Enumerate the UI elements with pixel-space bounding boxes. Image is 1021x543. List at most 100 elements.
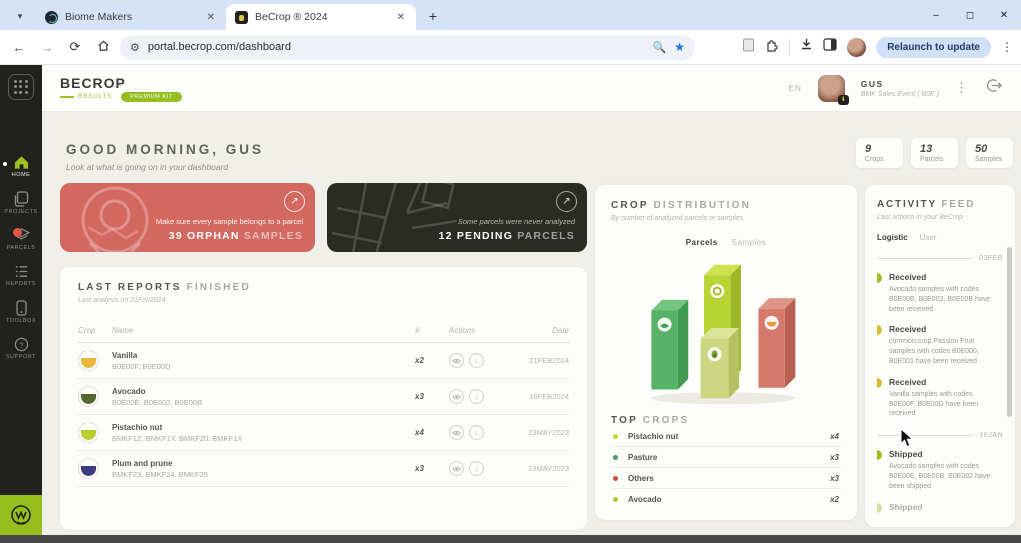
- pending-parcels-banner[interactable]: ↗ Some parcels were never analyzed 12 PE…: [327, 183, 587, 252]
- close-tab-icon[interactable]: ✕: [396, 11, 405, 23]
- minimize-button[interactable]: –: [933, 9, 939, 21]
- table-row[interactable]: Pistachio nut BMKF1Z, BMKF1Y, BMKF20, BMK…: [78, 415, 569, 451]
- activity-entry-partial[interactable]: Shipped: [877, 502, 1003, 513]
- reports-icon: [14, 264, 29, 279]
- sidebar-item-parcels[interactable]: PARCELS: [0, 225, 42, 254]
- crop-name: Pistachio nut: [628, 431, 679, 441]
- address-bar[interactable]: ⚙ portal.becrop.com/dashboard 🔍 ★: [120, 34, 695, 60]
- extensions-icon[interactable]: [765, 38, 779, 57]
- toolbar-right: Relaunch to update ⋮: [742, 36, 1013, 58]
- maximize-button[interactable]: ◻: [965, 9, 975, 21]
- top-crop-row[interactable]: Pasture x3: [611, 447, 841, 468]
- sidebar-item-label: PARCELS: [6, 245, 36, 251]
- open-arrow-icon[interactable]: ↗: [556, 191, 577, 212]
- download-report-button[interactable]: ↓: [469, 389, 484, 404]
- url-text[interactable]: portal.becrop.com/dashboard: [147, 41, 291, 53]
- top-crop-row[interactable]: Avocado x2: [611, 489, 841, 509]
- browser-tab-biome-makers[interactable]: Biome Makers ✕: [36, 4, 226, 30]
- report-date: 23MAY2023: [528, 428, 569, 437]
- browser-profile-avatar[interactable]: [847, 37, 867, 57]
- activity-entry[interactable]: Received Avocado samples with codes B0E00…: [877, 272, 1003, 314]
- tab-samples[interactable]: Samples: [731, 238, 767, 247]
- page-title: GOOD MORNING, GUS: [66, 142, 265, 157]
- top-crop-row[interactable]: Others x3: [611, 468, 841, 489]
- account-menu-kebab-icon[interactable]: ⋮: [955, 80, 968, 95]
- bookmark-star-icon[interactable]: ★: [674, 40, 685, 54]
- tab-parcels[interactable]: Parcels: [685, 238, 718, 247]
- report-codes: B0E00E, B0E002, B0E00B: [112, 397, 203, 407]
- browser-menu-kebab-icon[interactable]: ⋮: [1001, 40, 1013, 54]
- user-avatar[interactable]: [817, 74, 849, 105]
- stat-samples[interactable]: 50 Samples: [966, 138, 1013, 168]
- download-report-button[interactable]: ↓: [469, 353, 484, 368]
- download-report-button[interactable]: ↓: [469, 425, 484, 440]
- sidebar-item-label: PROJECTS: [4, 209, 38, 215]
- download-report-button[interactable]: ↓: [469, 461, 484, 476]
- entry-text: common:crop.Passion Fruit samples with c…: [889, 338, 979, 365]
- becrop-logo[interactable]: BECROP RESULTS PREMIUM KIT: [60, 75, 182, 102]
- view-report-button[interactable]: [449, 425, 464, 440]
- sidebar-item-projects[interactable]: PROJECTS: [0, 188, 42, 218]
- stat-parcels[interactable]: 13 Parcels: [911, 138, 958, 168]
- activity-entry[interactable]: Shipped Avocado samples with codes B0E00E…: [877, 449, 1003, 491]
- language-selector[interactable]: EN: [788, 83, 802, 93]
- stat-value: 13: [920, 143, 933, 155]
- view-report-button[interactable]: [449, 461, 464, 476]
- close-tab-icon[interactable]: ✕: [206, 11, 215, 23]
- entry-action: Received: [889, 272, 927, 282]
- crop-count: x4: [830, 431, 839, 441]
- section-subtitle: Last analysis on 21Feb2024: [78, 297, 166, 304]
- relaunch-to-update-button[interactable]: Relaunch to update: [876, 36, 991, 58]
- activity-entry[interactable]: Received common:crop.Passion Fruit sample…: [877, 324, 1003, 366]
- logo-dash: [60, 95, 74, 98]
- section-subtitle: Last actions in your BeCrop: [877, 214, 963, 221]
- forward-icon[interactable]: →: [40, 39, 54, 55]
- browser-toolbar: ← → ⟳ ⚙ portal.becrop.com/dashboard 🔍 ★ …: [0, 30, 1021, 65]
- sidebar-item-reports[interactable]: REPORTS: [0, 261, 42, 290]
- leaf-marker-icon: [877, 273, 882, 283]
- report-codes: B0E00F, B0E00D: [112, 361, 171, 371]
- sidebar-item-support[interactable]: ? SUPPORT: [0, 334, 42, 363]
- top-crop-row[interactable]: Pistachio nut x4: [611, 426, 841, 447]
- back-icon[interactable]: ←: [12, 39, 26, 55]
- sidebar-item-home[interactable]: HOME: [0, 152, 42, 181]
- entry-action: Shipped: [889, 449, 923, 460]
- orphan-samples-banner[interactable]: ↗ Make sure every sample belongs to a pa…: [60, 183, 315, 252]
- site-settings-icon[interactable]: ⚙: [130, 41, 140, 54]
- home-icon[interactable]: [92, 39, 114, 55]
- table-row[interactable]: Avocado B0E00E, B0E002, B0E00B x3 ↓ 16FEB…: [78, 379, 569, 415]
- crop-color-dot: [613, 433, 618, 439]
- crop-distribution-chart[interactable]: [611, 249, 841, 407]
- tab-logistic[interactable]: Logistic: [877, 233, 908, 242]
- feed-scrollbar[interactable]: [1007, 247, 1012, 417]
- leaf-marker-icon: [877, 325, 882, 336]
- tab-search-chevron-icon[interactable]: ▾: [17, 10, 23, 21]
- logo-badge: PREMIUM KIT: [121, 91, 182, 102]
- apps-grid-icon[interactable]: [8, 74, 34, 100]
- download-icon[interactable]: [800, 38, 813, 56]
- sidebar-item-label: TOOLBOX: [6, 318, 36, 324]
- side-panel-icon[interactable]: [823, 38, 837, 56]
- col-crop: Crop: [78, 326, 96, 335]
- sidebar-item-label: SUPPORT: [6, 354, 36, 360]
- new-tab-button[interactable]: +: [428, 8, 438, 24]
- sidebar-item-toolbox[interactable]: TOOLBOX: [0, 297, 42, 327]
- view-report-button[interactable]: [449, 389, 464, 404]
- zoom-icon[interactable]: 🔍: [652, 41, 667, 54]
- tab-user[interactable]: User: [919, 233, 937, 242]
- open-arrow-icon[interactable]: ↗: [284, 191, 305, 212]
- view-report-button[interactable]: [449, 353, 464, 368]
- logout-icon[interactable]: [984, 78, 1003, 98]
- close-button[interactable]: ✕: [999, 9, 1009, 21]
- browser-tab-becrop[interactable]: BeCrop ® 2024 ✕: [226, 4, 416, 30]
- reload-icon[interactable]: ⟳: [69, 39, 81, 54]
- activity-entry[interactable]: Received Vanilla samples with codes B0E00…: [877, 377, 1003, 419]
- biome-makers-logo[interactable]: [0, 495, 42, 535]
- reading-list-icon[interactable]: [742, 38, 755, 57]
- table-row[interactable]: Vanilla B0E00F, B0E00D x2 ↓ 21FEB2024: [78, 343, 569, 379]
- table-row[interactable]: Plum and prune BMKF23, BMKF24, BMKF25 x3 …: [78, 451, 569, 487]
- mouse-cursor: [900, 428, 914, 448]
- greeting: GOOD MORNING, GUS Look at what is going …: [66, 142, 264, 172]
- stat-crops[interactable]: 9 Crops: [856, 138, 903, 168]
- entry-action: Received: [889, 376, 927, 387]
